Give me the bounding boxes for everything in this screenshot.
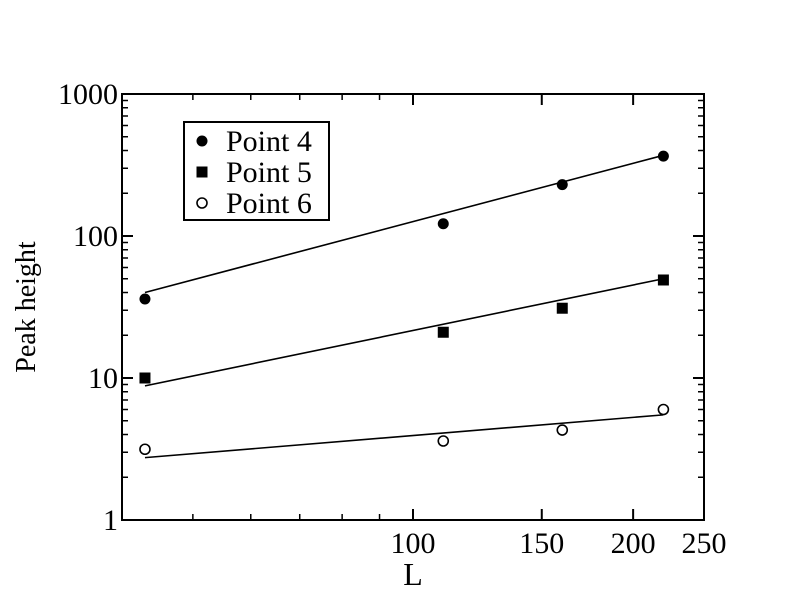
axis-ticks: 1 10 100 1000 100 150 200 250 — [58, 78, 727, 560]
y-tick-label: 10 — [88, 362, 118, 395]
x-tick-label: 150 — [519, 527, 564, 560]
legend-marker — [196, 197, 208, 209]
x-axis-label: L — [403, 556, 423, 592]
data-point-series-2 — [139, 372, 151, 384]
legend-label: Point 4 — [226, 125, 312, 158]
data-point-series-2 — [437, 326, 449, 338]
legend-box — [183, 121, 330, 221]
x-tick-label: 200 — [611, 527, 656, 560]
legend-marker — [196, 166, 208, 178]
legend-marker — [196, 135, 208, 147]
y-axis-label: Peak height — [11, 241, 42, 373]
x-tick-label: 250 — [682, 527, 727, 560]
fit-line-series-1 — [144, 154, 664, 294]
data-point-series-2 — [657, 274, 669, 286]
data-point-series-2 — [556, 302, 568, 314]
y-tick-label: 1000 — [58, 78, 118, 111]
fit-line-series-2 — [144, 277, 664, 387]
y-tick-label: 1 — [103, 504, 118, 537]
y-tick-label: 100 — [73, 220, 118, 253]
data-point-series-3 — [657, 403, 670, 416]
data-point-series-1 — [139, 293, 151, 305]
data-point-series-1 — [657, 150, 669, 162]
data-point-series-1 — [437, 218, 449, 230]
data-point-series-3 — [437, 435, 450, 447]
data-point-series-3 — [556, 424, 569, 436]
fit-lines — [144, 154, 664, 459]
data-markers — [139, 150, 670, 456]
legend-label: Point 6 — [226, 187, 312, 220]
legend-label: Point 5 — [226, 156, 312, 189]
x-tick-label: 100 — [391, 527, 436, 560]
data-point-series-3 — [139, 443, 151, 456]
data-point-series-1 — [556, 179, 568, 191]
fit-line-series-3 — [144, 414, 664, 459]
